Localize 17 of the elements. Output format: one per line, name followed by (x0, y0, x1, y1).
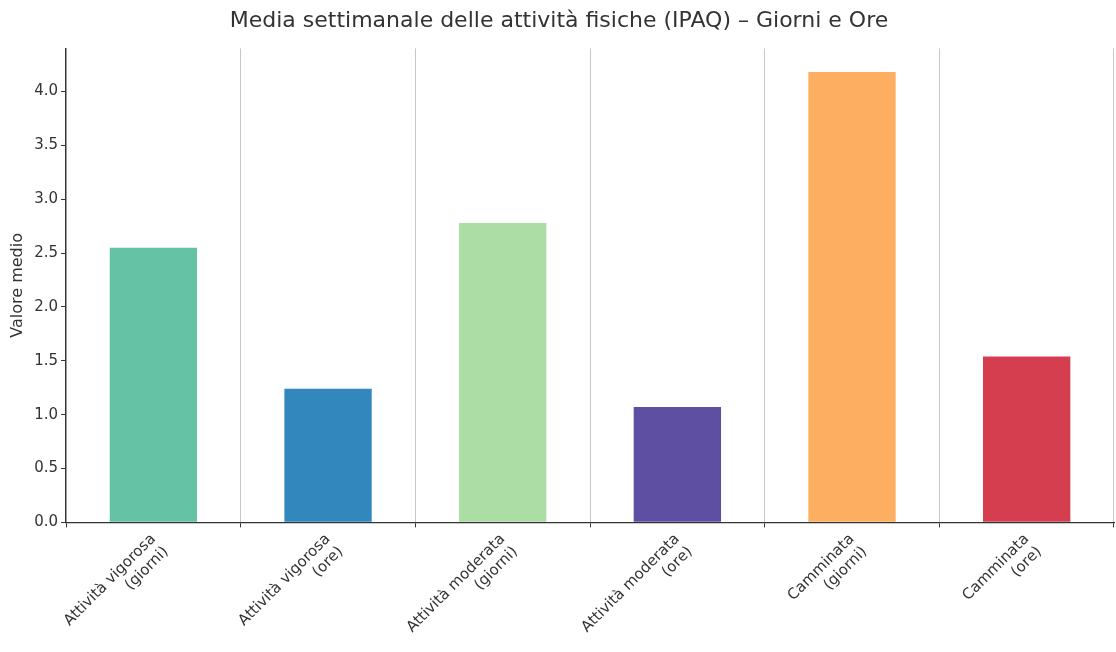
bar (983, 356, 1071, 522)
bar (633, 407, 722, 522)
y-tick-label: 0.0 (34, 512, 59, 531)
y-tick-label: 4.0 (34, 81, 59, 100)
y-tick-label: 0.5 (34, 458, 59, 477)
y-tick-label: 3.5 (34, 135, 59, 154)
chart-title: Media settimanale delle attività fisiche (IPAQ) – Giorni e Ore (229, 6, 889, 32)
y-tick-label: 1.0 (34, 404, 59, 423)
bar (808, 72, 896, 522)
bar (284, 388, 372, 522)
bar (459, 222, 547, 522)
y-tick-label: 2.0 (34, 296, 59, 315)
bar (109, 247, 198, 522)
y-tick-label: 1.5 (34, 350, 59, 369)
y-axis-title: Valore medio (6, 233, 26, 338)
y-tick-label: 3.0 (34, 189, 59, 208)
y-tick-label: 2.5 (34, 242, 59, 261)
